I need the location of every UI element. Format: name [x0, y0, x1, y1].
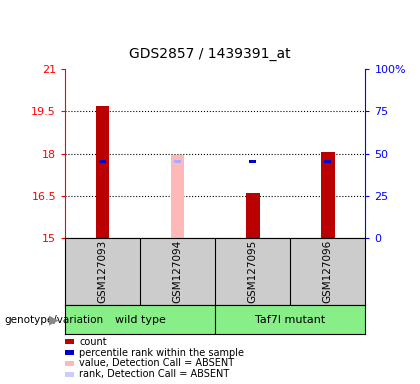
Text: genotype/variation: genotype/variation: [4, 314, 103, 325]
Bar: [99, 160, 106, 163]
Bar: [321, 152, 335, 238]
Bar: [96, 106, 109, 238]
Text: Taf7l mutant: Taf7l mutant: [255, 314, 326, 325]
Text: rank, Detection Call = ABSENT: rank, Detection Call = ABSENT: [79, 369, 230, 379]
Text: GDS2857 / 1439391_at: GDS2857 / 1439391_at: [129, 48, 291, 61]
Bar: [174, 160, 181, 163]
Text: GSM127096: GSM127096: [323, 240, 333, 303]
Bar: [249, 160, 256, 163]
Text: wild type: wild type: [115, 314, 165, 325]
Text: GSM127093: GSM127093: [97, 240, 108, 303]
Bar: [325, 160, 331, 163]
Text: GSM127094: GSM127094: [173, 240, 183, 303]
Text: count: count: [79, 337, 107, 347]
Text: percentile rank within the sample: percentile rank within the sample: [79, 348, 244, 358]
Bar: [171, 155, 184, 238]
Text: GSM127095: GSM127095: [248, 240, 258, 303]
Text: value, Detection Call = ABSENT: value, Detection Call = ABSENT: [79, 358, 234, 369]
Text: ▶: ▶: [49, 313, 59, 326]
Bar: [246, 193, 260, 238]
